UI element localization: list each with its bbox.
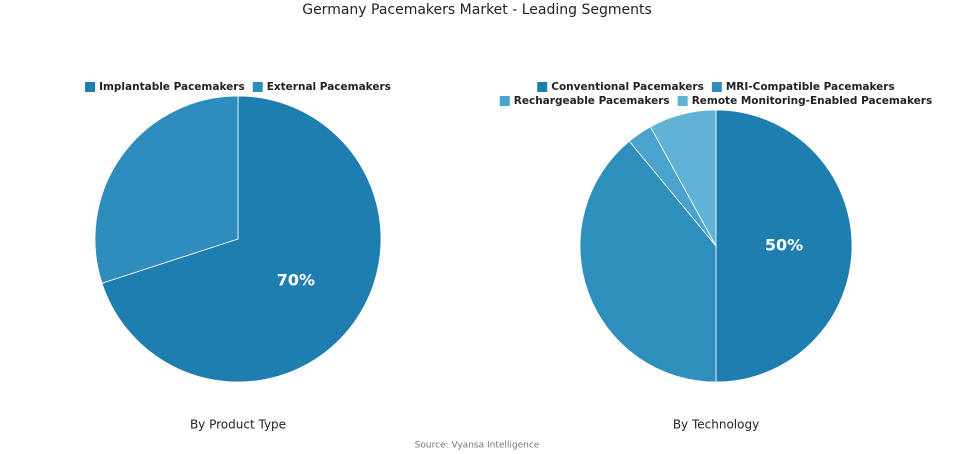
legend-swatch (252, 82, 263, 92)
legend-label: Implantable Pacemakers (99, 81, 245, 93)
legend-swatch (677, 96, 688, 106)
chart-subtitle: By Technology (673, 418, 759, 432)
pie-slice (649, 109, 717, 247)
slice-label: 50% (765, 236, 803, 255)
slice-label: 70% (277, 271, 315, 290)
pie-slice (94, 95, 239, 284)
legend-label: External Pacemakers (267, 81, 391, 93)
pie-slice (579, 140, 717, 383)
legend-swatch (85, 82, 96, 92)
legend-label: Rechargeable Pacemakers (514, 95, 670, 107)
legend-swatch (537, 82, 548, 92)
chart-subtitle: By Product Type (190, 418, 286, 432)
pie-slice (101, 95, 382, 383)
pie-slice (715, 109, 853, 383)
legend-swatch (499, 96, 510, 106)
chart-title: Germany Pacemakers Market - Leading Segm… (302, 2, 652, 18)
legend-label: Remote Monitoring-Enabled Pacemakers (692, 95, 933, 107)
legend-label: MRI-Compatible Pacemakers (726, 81, 895, 93)
legend-label: Conventional Pacemakers (551, 81, 704, 93)
source: Source: Vyansa Intelligence (415, 441, 540, 451)
legend-swatch (711, 82, 722, 92)
